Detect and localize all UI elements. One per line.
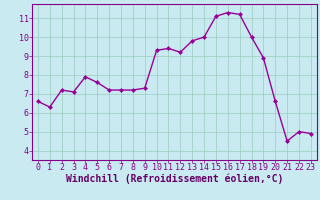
X-axis label: Windchill (Refroidissement éolien,°C): Windchill (Refroidissement éolien,°C) (66, 174, 283, 184)
